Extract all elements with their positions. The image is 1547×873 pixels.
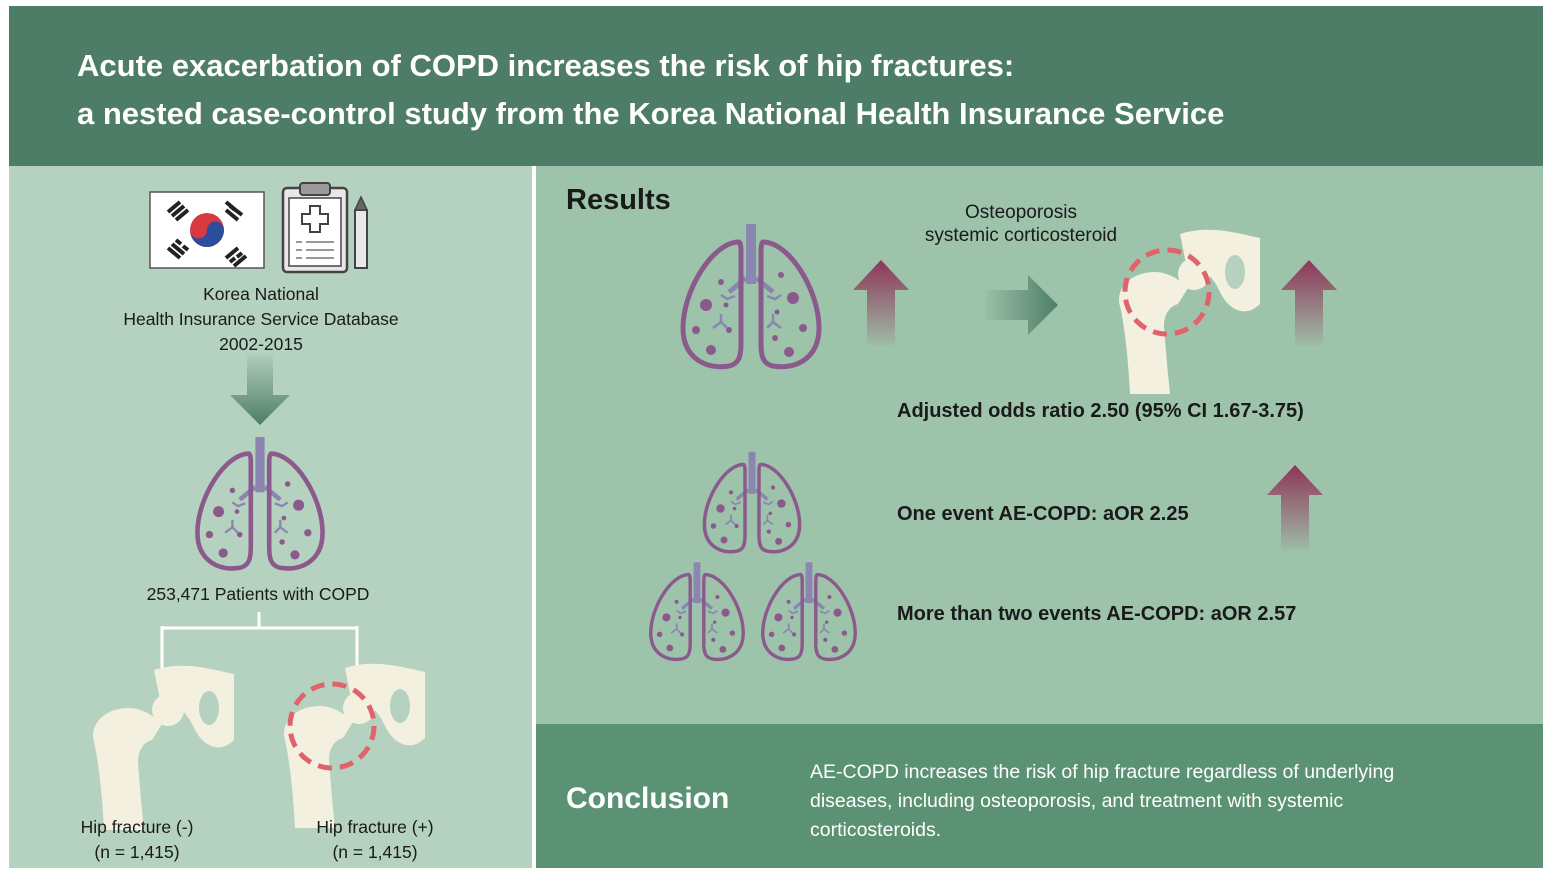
group-negative: Hip fracture (-) (n = 1,415) — [80, 817, 194, 862]
group-connector — [160, 612, 359, 672]
title-line-2: a nested case-control study from the Kor… — [77, 96, 1225, 131]
conclusion-heading: Conclusion — [566, 782, 730, 815]
hip-bone-icon — [93, 665, 234, 830]
conclusion-panel — [536, 724, 1543, 868]
arrow-up-icon — [1281, 260, 1337, 345]
one-event-aor: One event AE-COPD: aOR 2.25 — [897, 503, 1189, 525]
arrow-up-icon — [853, 260, 909, 345]
results-heading: Results — [566, 184, 671, 216]
group-positive: Hip fracture (+) (n = 1,415) — [316, 817, 434, 862]
database-label: Korea National Health Insurance Service … — [123, 284, 399, 354]
lungs-icon — [649, 560, 745, 662]
lungs-icon — [761, 560, 857, 662]
title-line-1: Acute exacerbation of COPD increases the… — [77, 48, 1015, 83]
patients-count: 253,471 Patients with COPD — [146, 584, 370, 604]
clipboard-icon — [281, 182, 349, 274]
fracture-circle — [287, 681, 377, 771]
arrow-down-icon — [230, 355, 290, 425]
korea-flag-icon — [149, 191, 265, 269]
lungs-icon — [197, 437, 322, 568]
risk-factors: Osteoporosis systemic corticosteroid — [924, 202, 1118, 246]
conclusion-text: AE-COPD increases the risk of hip fractu… — [810, 761, 1395, 841]
lungs-icon — [683, 224, 819, 367]
arrow-right-icon — [985, 275, 1058, 335]
header-banner: Acute exacerbation of COPD increases the… — [9, 6, 1543, 166]
arrow-up-icon — [1267, 465, 1323, 550]
fracture-circle — [1122, 247, 1212, 337]
adjusted-odds-ratio: Adjusted odds ratio 2.50 (95% CI 1.67-3.… — [897, 400, 1304, 422]
lungs-icon — [702, 450, 802, 554]
pencil-icon — [353, 195, 369, 269]
two-events-aor: More than two events AE-COPD: aOR 2.57 — [897, 603, 1297, 625]
